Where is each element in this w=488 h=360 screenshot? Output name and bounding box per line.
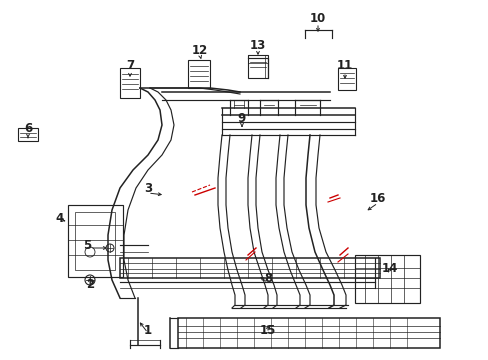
- Bar: [68, 205, 123, 277]
- Text: 10: 10: [309, 12, 325, 24]
- Text: 15: 15: [259, 324, 276, 337]
- Text: 13: 13: [249, 39, 265, 51]
- Bar: [18, 128, 38, 141]
- Text: 3: 3: [143, 181, 152, 194]
- Text: 14: 14: [381, 261, 397, 274]
- Text: 2: 2: [86, 279, 94, 292]
- Bar: [247, 55, 267, 78]
- Bar: [187, 60, 209, 88]
- Text: 11: 11: [336, 59, 352, 72]
- Bar: [354, 255, 419, 303]
- Text: 12: 12: [191, 44, 208, 57]
- Text: 9: 9: [237, 112, 245, 125]
- Text: 1: 1: [143, 324, 152, 337]
- Text: 4: 4: [56, 212, 64, 225]
- Text: 8: 8: [264, 271, 271, 284]
- Text: 16: 16: [369, 192, 386, 204]
- Bar: [337, 68, 355, 90]
- Text: 7: 7: [126, 59, 134, 72]
- Text: 6: 6: [24, 122, 32, 135]
- Bar: [120, 258, 379, 278]
- Bar: [120, 68, 140, 98]
- Text: 5: 5: [82, 239, 91, 252]
- Bar: [178, 318, 439, 348]
- Bar: [75, 212, 115, 270]
